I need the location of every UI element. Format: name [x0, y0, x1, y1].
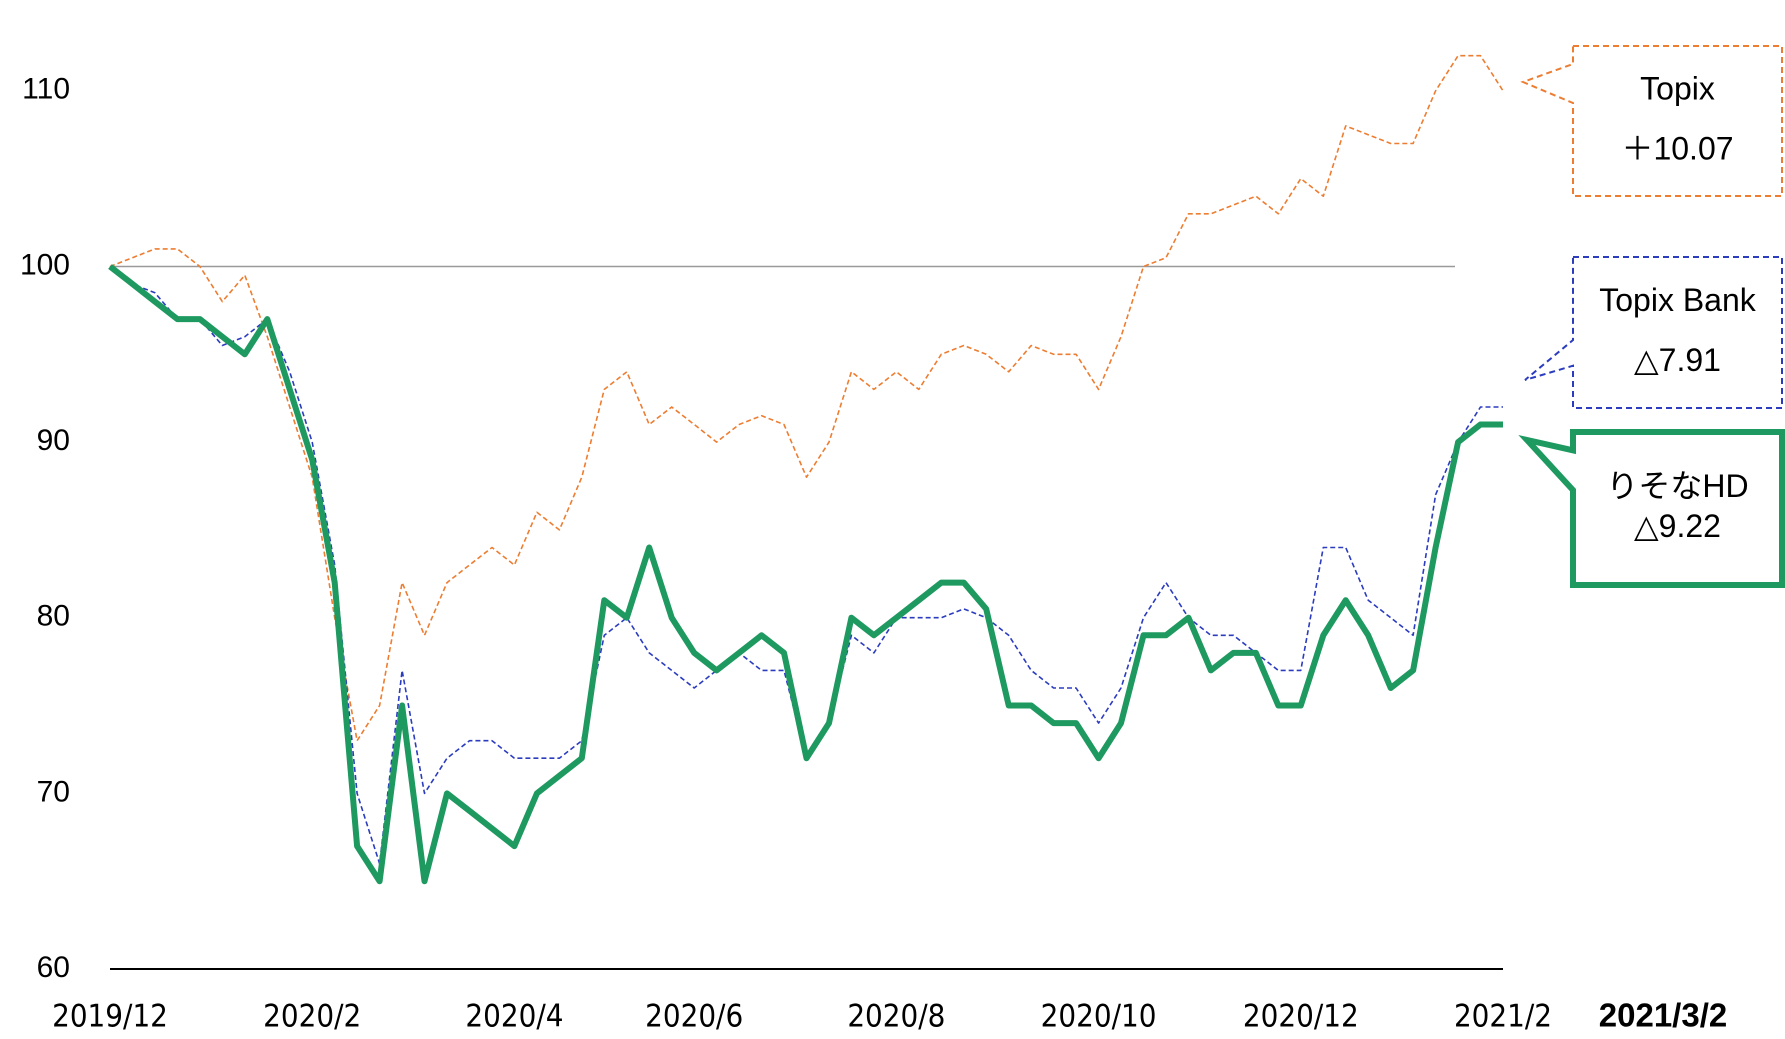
callout-box — [1518, 429, 1785, 588]
callout-box — [1524, 256, 1783, 409]
series-line — [108, 264, 1503, 885]
x-tick-label: 2021/2 — [1454, 999, 1552, 1035]
x-tick-label: 2020/2 — [263, 999, 361, 1035]
callout-text: △7.91 — [1634, 342, 1721, 378]
x-tick-label: 2020/4 — [465, 999, 563, 1035]
callout-box — [1520, 45, 1783, 197]
y-tick-label: 60 — [37, 951, 70, 984]
x-tick-label: 2020/10 — [1041, 999, 1157, 1035]
x-tick-label: 2020/6 — [645, 999, 743, 1035]
y-tick-label: 110 — [22, 73, 70, 106]
callout-text: りそなHD — [1606, 468, 1748, 504]
callout-text: Topix Bank — [1599, 282, 1757, 318]
y-tick-label: 100 — [20, 248, 70, 281]
series-line — [109, 265, 1503, 865]
callout-text: ＋10.07 — [1621, 130, 1733, 166]
callout-text: Topix — [1640, 70, 1715, 106]
x-tick-label: 2020/12 — [1243, 999, 1359, 1035]
date-label: 2021/3/2 — [1599, 997, 1727, 1034]
x-tick-label: 2020/8 — [847, 999, 945, 1035]
callout-text: △9.22 — [1634, 508, 1721, 544]
x-tick-label: 2019/12 — [52, 999, 168, 1035]
y-tick-label: 80 — [37, 600, 70, 633]
y-tick-label: 90 — [37, 424, 70, 457]
series-line — [109, 54, 1504, 742]
y-tick-label: 70 — [37, 775, 70, 808]
